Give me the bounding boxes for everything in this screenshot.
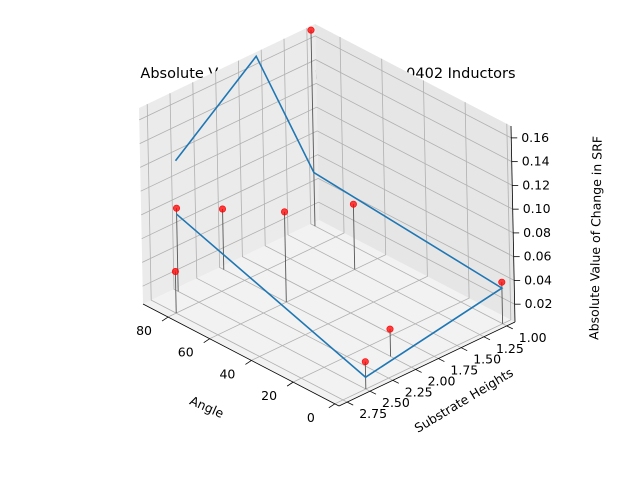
z-grid-line (139, 35, 512, 139)
x-axis-label: Angle (188, 393, 227, 421)
y-tick-label: 2.50 (382, 395, 410, 410)
back-right-pane (315, 24, 515, 322)
y-grid-line (215, 71, 416, 370)
y-axis-line (338, 321, 516, 407)
scatter-point (307, 26, 315, 34)
y-tick (506, 325, 513, 330)
scatter-stem (222, 209, 225, 270)
y-tick (438, 358, 445, 362)
y-tick (369, 390, 377, 395)
z-axis-label: Absolute Value of Change in SRF (586, 136, 605, 340)
z-tick-label: 0.10 (523, 201, 551, 216)
scatter-point (171, 267, 179, 275)
y-grid-line (283, 38, 485, 338)
floor-pane (143, 220, 515, 406)
y-tick-label: 2.00 (428, 373, 456, 388)
y-tick-label: 2.75 (359, 406, 387, 421)
scatter-point (386, 325, 394, 333)
x-tick (245, 360, 252, 365)
z-grid-line (140, 106, 513, 210)
y-tick (483, 336, 491, 341)
series-lines (174, 54, 504, 379)
x-grid-line (209, 58, 387, 340)
axis-lines (142, 125, 516, 407)
y-tick (461, 347, 468, 352)
x-grid-line (292, 102, 470, 383)
z-tick-label: 0.16 (521, 130, 549, 145)
z-grid-line (140, 82, 513, 186)
z-grid-line (142, 201, 515, 305)
scatter-point (219, 205, 227, 213)
x-tick-label: 20 (261, 388, 277, 403)
x-tick (328, 403, 336, 409)
scatter-stem (389, 329, 392, 357)
scatter-point (173, 204, 181, 212)
scatter-stem (352, 204, 356, 270)
grid-lines (139, 27, 515, 405)
y-tick (415, 369, 422, 373)
scatter-stems (174, 30, 504, 390)
z-tick-label: 0.04 (524, 272, 552, 287)
z-grid-line (141, 130, 514, 234)
x-tick (161, 316, 169, 322)
y-tick-label: 2.25 (405, 384, 433, 399)
scatter-stem (310, 30, 316, 227)
scatter-stem (176, 208, 179, 292)
z-grid-line (139, 59, 512, 162)
scatter-stem (501, 282, 504, 324)
axis-panes (139, 24, 515, 406)
x-tick (203, 338, 210, 344)
y-tick (347, 401, 354, 406)
z-tick-label: 0.08 (523, 225, 551, 240)
y-grid-line (260, 49, 462, 349)
x-grid-line (167, 36, 345, 318)
x-tick-label: 80 (136, 323, 152, 338)
scatter-point (361, 358, 369, 366)
x-grid-line (334, 123, 512, 405)
z-tick-label: 0.02 (525, 296, 553, 311)
y-tick-label: 1.25 (496, 341, 524, 356)
x-grid-line (251, 80, 428, 361)
series-line (174, 54, 504, 379)
scatter-point (280, 208, 288, 216)
scatter-point (498, 278, 506, 286)
x-tick-label: 40 (219, 366, 235, 381)
z-grid-line (141, 154, 514, 258)
tick-labels: 0 20 40 60 80 1.001.251.501.752.002.252.502.7… (136, 130, 552, 425)
z-tick-label: 0.06 (524, 249, 552, 264)
z-axis-line (510, 125, 516, 323)
back-left-pane (139, 24, 319, 304)
x-tick-label: 60 (178, 345, 194, 360)
y-tick-label: 1.50 (473, 352, 501, 367)
scatter-point (349, 200, 357, 208)
y-grid-line (238, 60, 439, 359)
scatter-stem (284, 211, 287, 303)
y-grid-line (169, 93, 371, 392)
x-axis-line (142, 303, 340, 407)
y-tick-label: 1.00 (519, 330, 547, 345)
x-tick (286, 381, 294, 387)
z-tick-label: 0.12 (522, 177, 550, 192)
y-tick (392, 379, 399, 384)
x-tick-label: 0 (307, 410, 315, 425)
scatter-stem (174, 271, 177, 314)
y-grid-line (192, 82, 393, 381)
scatter-points (171, 26, 506, 366)
z-tick-label: 0.14 (522, 154, 550, 169)
y-tick-label: 1.75 (450, 363, 478, 378)
y-grid-line (146, 104, 348, 403)
scatter-stem (364, 361, 367, 390)
y-grid-line (306, 27, 507, 327)
